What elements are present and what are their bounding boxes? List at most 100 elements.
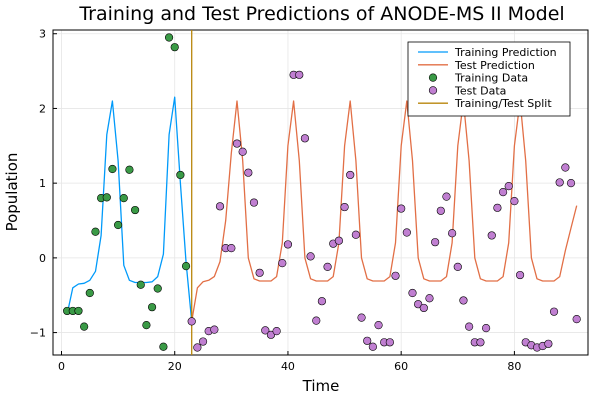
test-data-point xyxy=(227,244,236,253)
training-data-point xyxy=(85,288,94,298)
test-data-point xyxy=(261,326,270,335)
x-tick-label: 40 xyxy=(281,360,295,373)
test-data-point xyxy=(465,322,474,331)
test-data-point xyxy=(193,343,202,352)
test-data-point xyxy=(549,307,559,316)
test-data-point xyxy=(187,317,196,326)
test-data-point xyxy=(515,270,525,280)
test-data-point xyxy=(363,336,372,345)
test-data-point xyxy=(414,300,423,309)
test-data-point xyxy=(385,338,394,347)
test-data-point xyxy=(572,315,581,324)
training-data-point xyxy=(147,303,157,312)
training-data-point xyxy=(164,33,174,42)
training-data-point xyxy=(153,284,162,293)
test-data-point xyxy=(402,228,411,237)
test-data-point xyxy=(312,316,321,325)
test-data-point xyxy=(244,168,253,177)
test-data-point xyxy=(476,338,485,347)
y-tick-label: 1 xyxy=(39,177,46,190)
y-tick-label: 3 xyxy=(39,28,46,41)
x-tick-label: 60 xyxy=(394,360,408,373)
x-tick-label: 0 xyxy=(58,360,65,373)
test-data-point xyxy=(351,230,360,239)
training-data-point xyxy=(114,220,123,230)
test-data-point xyxy=(215,202,225,211)
y-axis-ticks: −1 0 1 2 3 xyxy=(30,28,57,340)
training-data-point xyxy=(176,170,185,180)
test-data-legend-label: Test Data xyxy=(454,84,506,97)
test-prediction-line xyxy=(191,100,578,322)
test-data-point xyxy=(453,262,462,271)
training-data-point xyxy=(142,321,151,330)
x-axis-label: Time xyxy=(302,377,340,395)
training-test-split-legend-label: Training/Test Split xyxy=(454,97,552,110)
test-data-point xyxy=(323,262,332,271)
test-data-point xyxy=(374,321,383,330)
test-data-point xyxy=(425,294,434,303)
y-tick-label: 2 xyxy=(39,102,46,115)
test-data-point xyxy=(391,271,400,280)
test-data-point xyxy=(334,236,343,245)
test-data-point xyxy=(232,139,242,148)
series-layer xyxy=(63,30,581,355)
test-data-point xyxy=(481,324,491,333)
test-data-point xyxy=(459,296,468,305)
test-data-point xyxy=(442,192,451,201)
test-data-point xyxy=(238,147,247,156)
test-data-point xyxy=(266,330,276,339)
training-data-point xyxy=(74,306,83,316)
test-data-point xyxy=(272,326,281,336)
plot-area: 0 20 40 60 80 −1 0 1 2 3 xyxy=(30,28,589,373)
test-data-point xyxy=(198,337,208,346)
y-tick-label: 0 xyxy=(39,252,46,265)
training-data-point xyxy=(102,193,111,202)
y-tick-label: −1 xyxy=(30,327,46,340)
training-data-point xyxy=(181,261,191,271)
y-axis-label: Population xyxy=(3,153,21,232)
x-tick-label: 80 xyxy=(507,360,521,373)
test-data-point xyxy=(510,196,519,206)
plot-frame xyxy=(52,29,589,356)
test-data-point xyxy=(249,198,259,207)
training-data-point xyxy=(136,280,145,289)
test-data-point xyxy=(448,229,457,238)
training-prediction-legend-label: Training Prediction xyxy=(454,46,557,59)
test-data-legend-marker xyxy=(428,86,438,95)
test-data-point xyxy=(431,238,440,247)
training-data-point xyxy=(119,194,128,203)
test-data-point xyxy=(368,342,377,351)
test-data-point xyxy=(317,297,327,306)
test-data-point xyxy=(487,231,496,240)
test-data-point xyxy=(436,206,445,215)
training-data-point xyxy=(130,205,140,215)
test-prediction-legend-label: Test Prediction xyxy=(454,59,535,72)
test-data-point xyxy=(340,202,349,212)
test-data-point xyxy=(555,178,564,187)
training-data-legend-marker xyxy=(428,73,438,82)
test-data-point xyxy=(295,70,304,79)
test-data-point xyxy=(419,303,428,313)
test-data-point xyxy=(255,268,264,277)
training-data-point xyxy=(159,342,168,351)
training-data-point xyxy=(125,165,134,174)
test-data-point xyxy=(283,240,293,249)
test-data-point xyxy=(397,204,406,213)
test-data-point xyxy=(300,134,310,143)
test-data-point xyxy=(408,288,417,298)
training-data-point xyxy=(108,164,117,174)
training-data-point xyxy=(170,43,179,52)
test-data-point xyxy=(498,188,508,197)
test-data-point xyxy=(306,252,315,261)
training-data-point xyxy=(80,322,89,331)
test-data-point xyxy=(561,163,570,172)
x-axis-ticks: 0 20 40 60 80 xyxy=(58,351,521,373)
test-data-point xyxy=(504,182,513,191)
test-data-point xyxy=(357,313,366,322)
test-data-point xyxy=(346,170,355,180)
test-data-point xyxy=(544,339,553,348)
training-prediction-line xyxy=(66,96,193,322)
chart-title: Training and Test Predictions of ANODE-M… xyxy=(78,3,564,25)
training-data-legend-label: Training Data xyxy=(454,72,528,85)
